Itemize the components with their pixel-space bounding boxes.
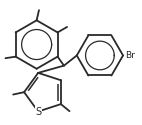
Text: Br: Br [125,51,135,60]
Text: S: S [35,106,41,117]
